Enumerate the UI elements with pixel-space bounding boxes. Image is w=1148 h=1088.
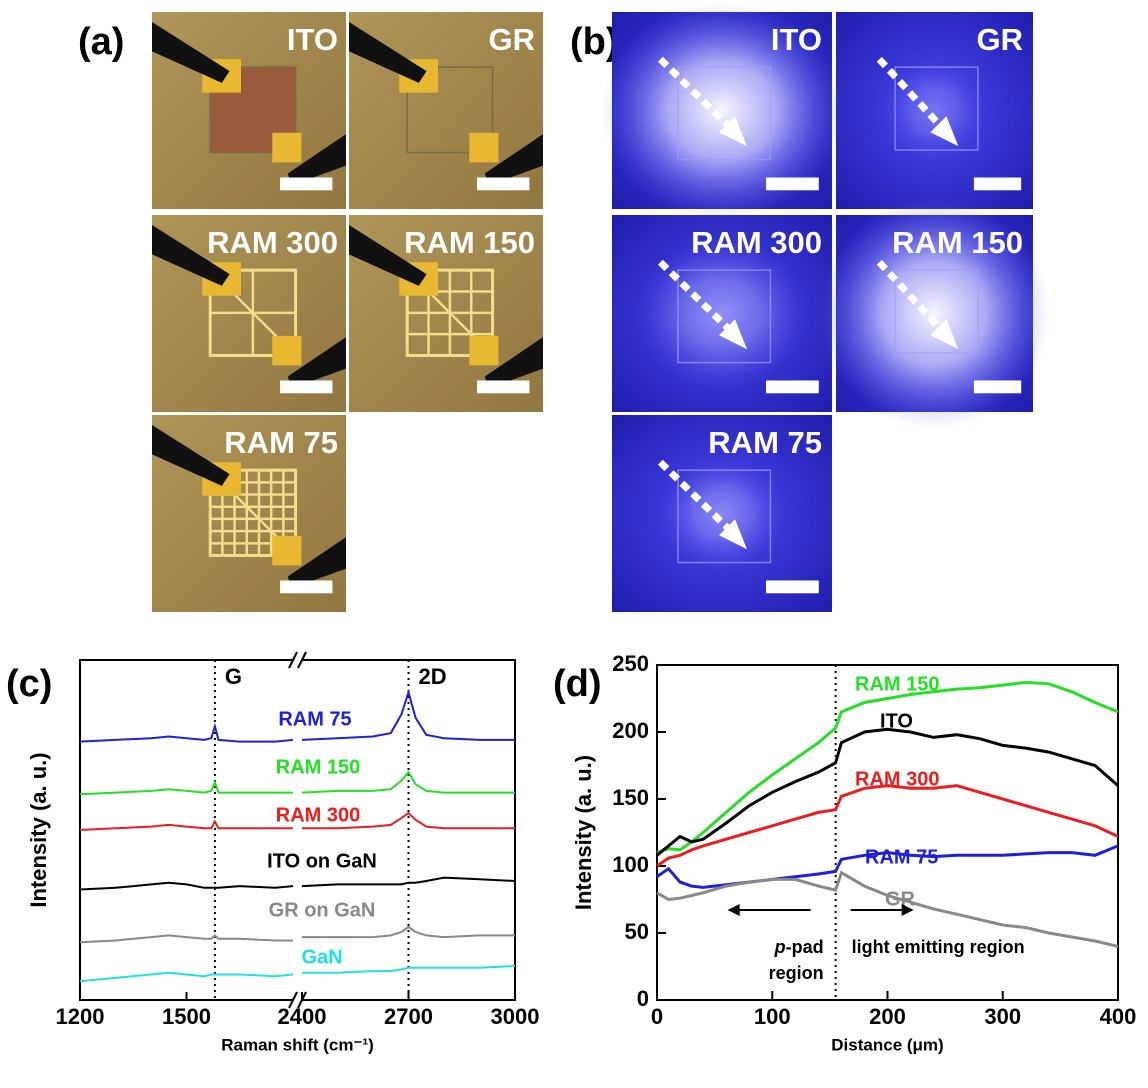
region-label: p-pad [774,937,824,957]
y-tick-label: 150 [612,785,649,810]
tile-label: ITO [287,22,338,57]
tile-label: RAM 75 [224,425,338,460]
region-label-italic: p [774,937,786,957]
series-label: RAM 150 [855,673,939,695]
panel-tag: (c) [6,663,52,705]
tile-label: RAM 300 [207,225,338,260]
series-label: GaN [301,946,342,968]
x-tick-label: 100 [754,1004,791,1029]
scale-bar [766,380,819,393]
series-label: RAM 150 [276,756,360,778]
peak-label: G [225,664,242,689]
scale-bar [974,177,1021,190]
x-tick-label: 2400 [278,1004,327,1029]
series-label: RAM 75 [865,846,938,868]
region-label: light emitting region [852,937,1025,957]
scale-bar [477,177,529,190]
tile-label: GR [977,22,1024,57]
x-tick-label: 200 [869,1004,906,1029]
scale-bar [974,380,1021,393]
y-axis-title: Intensity (a. u.) [571,755,596,910]
x-tick-label: 400 [1100,1004,1137,1029]
y-tick-label: 100 [612,852,649,877]
n-pad [272,336,301,366]
region-label: region [769,963,824,983]
emission-glow [883,59,985,161]
n-pad [469,133,498,163]
region-arrow-head [728,904,740,916]
scale-bar [280,380,332,393]
series-label: RAM 300 [855,768,939,790]
n-pad [272,536,301,566]
x-axis-title: Distance (μm) [831,1035,943,1054]
x-tick-label: 2700 [384,1004,433,1029]
series-label: RAM 75 [278,708,351,730]
x-tick-label: 3000 [491,1004,540,1029]
tile-label: RAM 75 [708,425,822,460]
panel-tag: (d) [553,663,602,705]
scale-bar [280,580,332,593]
figure: (a) (b) (c) (d) ITO GR RAM 300 RAM 150 RAM 7… [0,0,1148,1088]
profile-line [657,729,1118,855]
region-label-rest: -pad [786,937,824,957]
tile-label: GR [489,22,536,57]
n-pad [272,133,301,163]
tile-label: RAM 300 [691,225,822,260]
spectrum-line [80,927,515,942]
tile-label: RAM 150 [892,225,1023,260]
series-label: GR [885,888,916,910]
scale-bar [766,580,819,593]
x-axis-title: Raman shift (cm⁻¹) [221,1035,374,1054]
n-pad [469,336,498,366]
y-tick-label: 250 [612,651,649,676]
peak-label: 2D [419,664,447,689]
series-label: ITO [880,710,913,732]
series-label: ITO on GaN [267,850,377,872]
x-tick-label: 300 [984,1004,1021,1029]
y-axis-title: Intensity (a. u.) [26,752,51,907]
scale-bar [766,177,819,190]
y-tick-label: 50 [625,919,649,944]
spectrum-line [80,966,515,981]
spectrum-line [80,878,515,890]
tile-label: RAM 150 [404,225,535,260]
series-label: RAM 300 [276,804,360,826]
series-label: GR on GaN [269,899,376,921]
x-tick-label: 0 [651,1004,663,1029]
tile-label: ITO [771,22,822,57]
panel-tag: (b) [570,21,619,63]
scale-bar [280,177,332,190]
y-tick-label: 200 [612,718,649,743]
x-tick-label: 1200 [56,1004,105,1029]
y-tick-label: 0 [637,986,649,1011]
panel-tag: (a) [78,21,124,63]
x-tick-label: 1500 [162,1004,211,1029]
scale-bar [477,380,529,393]
